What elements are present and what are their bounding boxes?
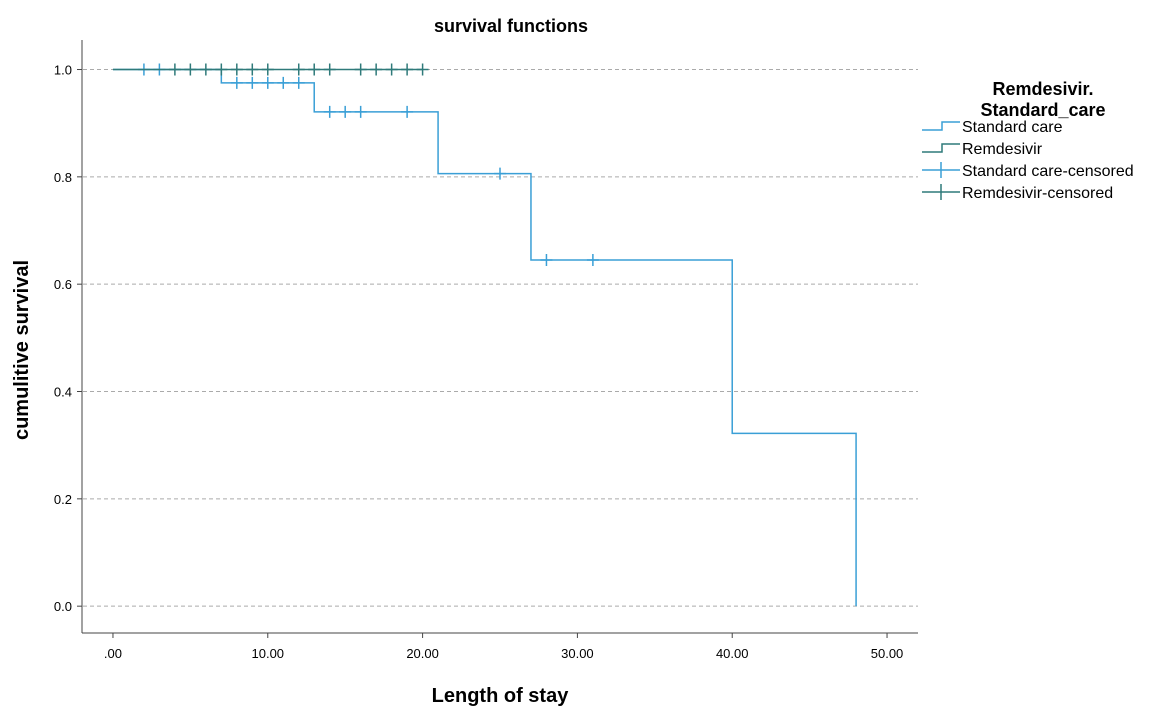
- censored-mark: [261, 63, 274, 76]
- censored-mark: [168, 63, 181, 76]
- axes: [81, 40, 918, 634]
- censored-mark: [354, 105, 367, 118]
- censored-mark: [401, 105, 414, 118]
- survival-series: [112, 63, 857, 607]
- censored-mark: [401, 63, 414, 76]
- censored-mark: [292, 63, 305, 76]
- legend-step-symbol: [922, 143, 960, 153]
- y-axis-label: cumulitive survival: [11, 260, 33, 440]
- x-axis-label: Length of stay: [432, 685, 570, 707]
- censored-mark: [354, 63, 367, 76]
- y-axis-ticks: 0.0 0.2 0.4 0.6 0.8 1.0: [54, 63, 82, 614]
- y-tick-label: 0.4: [54, 385, 72, 400]
- censored-mark: [323, 63, 336, 76]
- survival-line-standard-care: [112, 68, 857, 607]
- x-tick-label: 20.00: [406, 646, 439, 661]
- x-tick-label: .00: [104, 646, 122, 661]
- legend-plus-symbol: [922, 184, 960, 200]
- y-tick-label: 0.6: [54, 277, 72, 292]
- censored-mark: [199, 63, 212, 76]
- censored-mark: [230, 63, 243, 76]
- chart-title: survival functions: [434, 16, 588, 36]
- censored-mark: [385, 63, 398, 76]
- legend-title-line-1: Remdesivir.: [992, 79, 1093, 99]
- censored-mark: [277, 76, 290, 89]
- legend-label: Standard care: [962, 119, 1063, 136]
- legend-title-line-2: Standard_care: [980, 100, 1105, 120]
- x-tick-label: 30.00: [561, 646, 594, 661]
- censored-mark: [339, 105, 352, 118]
- censored-mark: [246, 76, 259, 89]
- legend-label: Standard care-censored: [962, 163, 1134, 180]
- x-tick-label: 10.00: [252, 646, 285, 661]
- censored-mark: [261, 76, 274, 89]
- legend-label: Remdesivir-censored: [962, 185, 1113, 202]
- legend-item-remdesivir-censored: Remdesivir-censored: [922, 184, 1113, 202]
- y-tick-label: 0.2: [54, 492, 72, 507]
- censored-mark: [370, 63, 383, 76]
- censored-mark: [292, 76, 305, 89]
- legend-label: Remdesivir: [962, 141, 1043, 158]
- censored-mark: [308, 63, 321, 76]
- censored-mark: [215, 63, 228, 76]
- legend-item-standard-care-censored: Standard care-censored: [922, 162, 1134, 180]
- censored-mark: [230, 76, 243, 89]
- x-axis-ticks: .00 10.00 20.00 30.00 40.00 50.00: [104, 633, 903, 661]
- legend-step-symbol: [922, 121, 960, 131]
- y-tick-label: 1.0: [54, 63, 72, 78]
- y-tick-label: 0.8: [54, 170, 72, 185]
- x-tick-label: 50.00: [871, 646, 904, 661]
- y-tick-label: 0.0: [54, 599, 72, 614]
- censored-mark: [416, 63, 429, 76]
- censored-mark: [586, 254, 599, 267]
- censored-mark: [540, 254, 553, 267]
- legend: Remdesivir. Standard_care Standard care R…: [922, 79, 1134, 202]
- censored-mark: [184, 63, 197, 76]
- censored-mark: [246, 63, 259, 76]
- legend-item-standard-care: Standard care: [922, 119, 1063, 136]
- censored-mark: [494, 167, 506, 180]
- legend-item-remdesivir: Remdesivir: [922, 141, 1043, 158]
- gridlines: [83, 69, 918, 607]
- x-tick-label: 40.00: [716, 646, 749, 661]
- legend-plus-symbol: [922, 162, 960, 178]
- censored-mark: [323, 105, 336, 118]
- legend-items: Standard care Remdesivir Standard care-cen…: [922, 119, 1134, 202]
